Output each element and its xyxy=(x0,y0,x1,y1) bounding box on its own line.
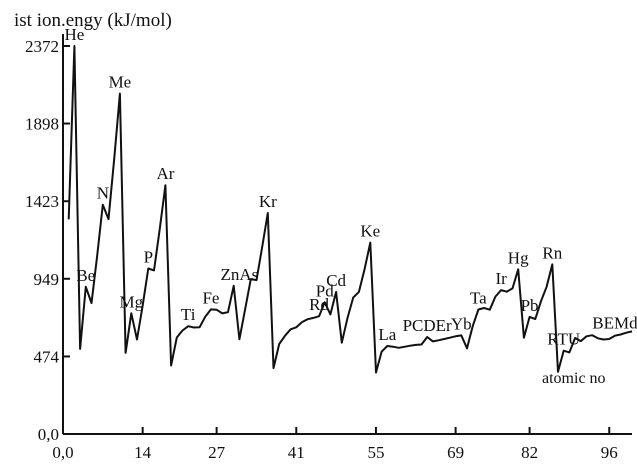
x-tick-label: 69 xyxy=(447,443,464,462)
y-tick-label: 0,0 xyxy=(38,425,59,444)
y-ticks: 0,0 474 949 1423 1898 2372 xyxy=(25,37,70,444)
x-tick-label: 41 xyxy=(288,443,305,462)
x-tick-label: 27 xyxy=(208,443,226,462)
element-label: N xyxy=(97,184,109,203)
element-label: Me xyxy=(109,73,132,92)
y-tick-label: 2372 xyxy=(25,37,59,56)
x-tick-label: 55 xyxy=(367,443,384,462)
element-label: Rn xyxy=(542,243,562,262)
element-label: Be xyxy=(76,266,95,285)
y-tick-label: 474 xyxy=(34,347,60,366)
element-label: La xyxy=(378,325,396,344)
y-tick-label: 949 xyxy=(34,270,60,289)
element-label: Kr xyxy=(259,192,277,211)
element-label: Ta xyxy=(470,289,487,308)
element-label: BEMd xyxy=(592,314,637,333)
element-label: ZnAs xyxy=(220,265,258,284)
element-label: Ke xyxy=(360,222,380,241)
element-label: Pd xyxy=(316,281,334,300)
element-label: Ir xyxy=(495,269,507,288)
element-label: Yb xyxy=(451,314,472,333)
element-label: Hg xyxy=(508,248,529,267)
x-tick-label: 82 xyxy=(521,443,538,462)
x-ticks: 0,0 14 27 41 55 69 82 96 xyxy=(52,427,618,462)
x-tick-label: 96 xyxy=(601,443,618,462)
y-tick-label: 1898 xyxy=(25,115,59,134)
element-label: Mg xyxy=(119,292,143,311)
element-label: Pb xyxy=(521,296,539,315)
x-tick-label: 0,0 xyxy=(52,443,73,462)
element-label: P xyxy=(144,247,153,266)
y-tick-label: 1423 xyxy=(25,192,59,211)
x-tick-label: 14 xyxy=(134,443,152,462)
element-label: Ar xyxy=(156,164,174,183)
element-label: PCDEr xyxy=(403,316,452,335)
element-label: Cd xyxy=(326,271,346,290)
x-axis-label: atomic no xyxy=(542,370,606,387)
ionization-energy-line xyxy=(67,45,633,374)
element-label: Rd xyxy=(309,295,329,314)
element-label: Ti xyxy=(181,305,196,324)
element-label: RTU xyxy=(547,330,580,349)
element-label: Fe xyxy=(202,288,219,307)
element-label: He xyxy=(64,25,84,44)
y-axis-label: ist ion.engy (kJ/mol) xyxy=(14,10,172,31)
